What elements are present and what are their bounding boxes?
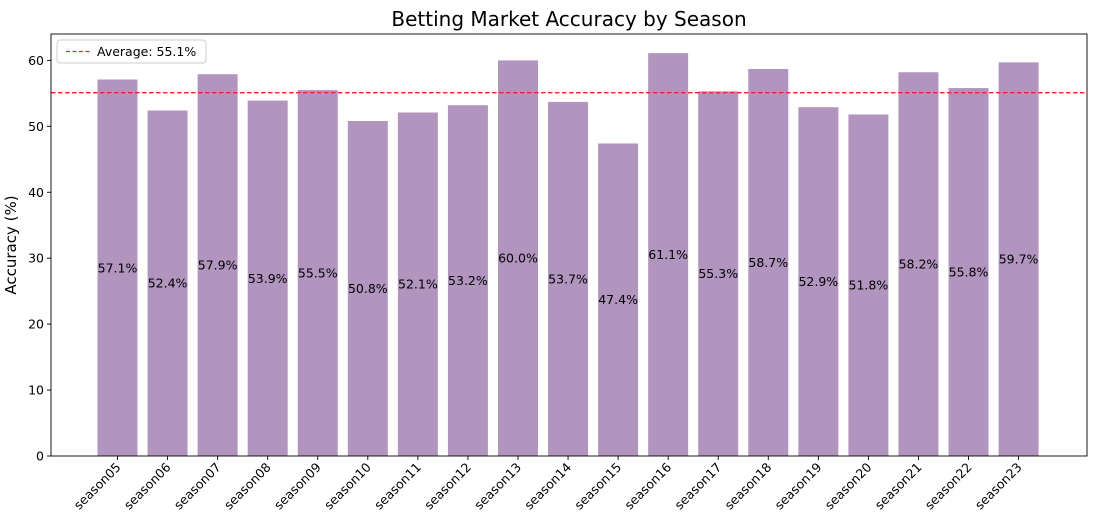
chart-title: Betting Market Accuracy by Season (391, 7, 746, 31)
x-tick-label-season06: season06 (121, 459, 174, 512)
bar-value-label: 53.7% (548, 271, 588, 286)
bar-season15 (598, 143, 639, 456)
x-tick-label-season22: season22 (922, 460, 975, 513)
x-tick-label-season15: season15 (571, 460, 624, 513)
bar-season21 (898, 72, 939, 457)
bar-value-label: 47.4% (598, 292, 638, 307)
bar-value-label: 55.3% (698, 266, 738, 281)
y-tick-label: 50 (28, 119, 44, 134)
y-tick-label: 60 (28, 53, 44, 68)
bar-season12 (447, 105, 488, 457)
bar-season10 (347, 121, 388, 456)
y-tick-label: 40 (28, 185, 44, 200)
x-tick-label-season12: season12 (421, 460, 474, 513)
x-tick-label-season18: season18 (721, 459, 774, 512)
bar-season14 (548, 101, 589, 457)
bar-value-label: 57.1% (98, 260, 138, 275)
bar-season06 (147, 110, 188, 457)
legend: Average: 55.1% (56, 39, 207, 64)
bar-value-label: 53.2% (448, 273, 488, 288)
x-tick-label-season17: season17 (671, 460, 724, 513)
x-tick-label-season14: season14 (521, 459, 574, 512)
bar-value-label: 61.1% (648, 247, 688, 262)
bar-season09 (297, 90, 338, 457)
legend-box (56, 39, 207, 64)
bar-season20 (848, 114, 889, 456)
bar-season23 (998, 62, 1039, 456)
bar-value-label: 60.0% (498, 251, 538, 266)
bar-season05 (97, 79, 138, 456)
bar-value-label: 58.2% (899, 257, 939, 272)
bar-value-label: 58.7% (748, 255, 788, 270)
x-tick-label-season19: season19 (772, 459, 825, 512)
bar-value-label: 52.4% (148, 276, 188, 291)
x-tick-label-season13: season13 (471, 460, 524, 513)
x-tick-label-season05: season05 (71, 460, 124, 513)
y-tick-label: 10 (28, 383, 44, 398)
bar-season18 (748, 68, 789, 456)
bar-value-label: 51.8% (849, 278, 889, 293)
x-tick-label-season23: season23 (972, 460, 1025, 513)
bar-value-label: 50.8% (348, 281, 388, 296)
bars-layer (97, 53, 1039, 457)
x-tick-label-season11: season11 (371, 460, 424, 513)
y-tick-label: 30 (28, 251, 44, 266)
x-tick-label-season09: season09 (271, 459, 324, 512)
bar-value-label: 52.9% (798, 274, 838, 289)
bar-value-label: 59.7% (999, 252, 1039, 267)
x-tick-label-season08: season08 (221, 459, 274, 512)
x-tick-label-season07: season07 (171, 460, 224, 513)
bar-value-label: 57.9% (198, 258, 238, 273)
plot-frame (50, 33, 1088, 457)
bar-value-label: 55.5% (298, 266, 338, 281)
x-tick-label-season21: season21 (872, 460, 925, 513)
x-tick-label-season10: season10 (321, 459, 374, 512)
y-tick-label: 0 (36, 449, 44, 464)
bar-season22 (948, 88, 989, 456)
bar-value-label: 52.1% (398, 277, 438, 292)
x-tick-label-season20: season20 (822, 459, 875, 512)
bar-labels-layer: 57.1% 52.4% 57.9% 53.9% 55.5% 50.8% 52.1% 53.2%… (98, 247, 1039, 307)
x-tick-label-season16: season16 (621, 459, 674, 512)
bar-season13 (497, 60, 538, 457)
legend-average-label: Average: 55.1% (97, 44, 196, 59)
bar-season07 (197, 74, 238, 456)
bar-season17 (698, 91, 739, 457)
bar-season16 (648, 53, 689, 457)
y-axis-label: Accuracy (%) (2, 195, 20, 294)
bar-value-label: 55.8% (949, 265, 989, 280)
y-tick-label: 20 (28, 317, 44, 332)
bar-season11 (397, 112, 438, 456)
bar-season19 (798, 107, 839, 456)
bar-value-label: 53.9% (248, 271, 288, 286)
bar-season08 (247, 100, 288, 456)
